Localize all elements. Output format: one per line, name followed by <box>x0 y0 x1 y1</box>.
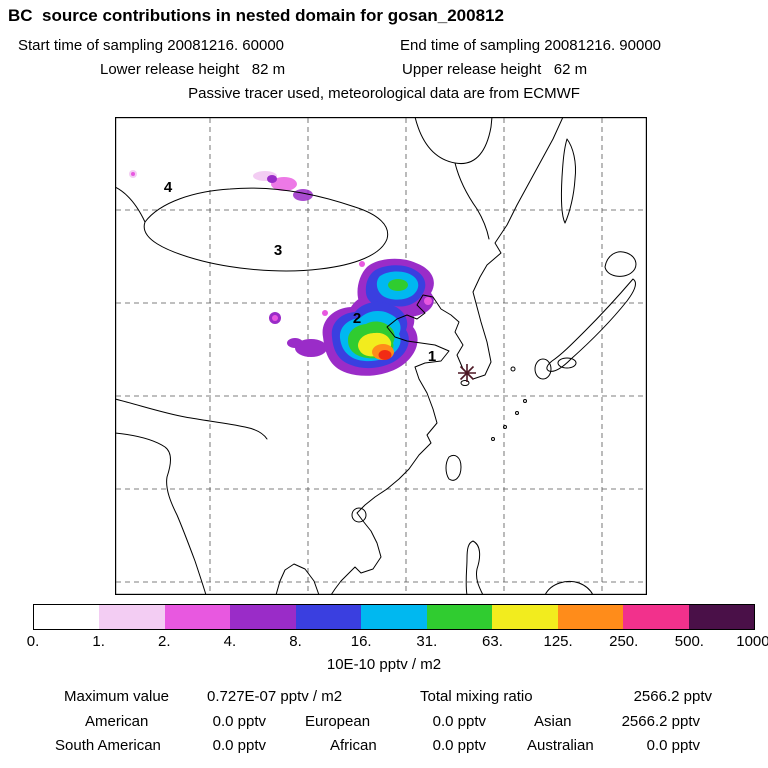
colorbar-segment <box>34 605 100 629</box>
continent-value-european: 0.0 pptv <box>432 713 486 730</box>
island-hainan <box>351 507 367 523</box>
island-hokkaido <box>604 251 637 277</box>
start-time-text: Start time of sampling 20081216. 60000 <box>18 37 285 54</box>
colorbar-tick: 16. <box>350 633 372 650</box>
colorbar-tick: 31. <box>416 633 438 650</box>
continent-value-australian: 0.0 pptv <box>646 737 700 754</box>
colorbar-ticks: 0. 1. 2. 4. 8. 16. 31. 63. 125. 250. 500. 1000. <box>27 633 768 651</box>
end-time-text: End time of sampling 20081216. 90000 <box>400 37 662 54</box>
continent-value-american: 0.0 pptv <box>212 713 266 730</box>
colorbar-tick: 4. <box>223 633 237 650</box>
colorbar-segment <box>164 605 231 629</box>
colorbar-segment <box>99 605 165 629</box>
tracer-note-text: Passive tracer used, meteorological data… <box>188 85 580 102</box>
colorbar-segment <box>230 605 296 629</box>
colorbar-tick: 250. <box>609 633 639 650</box>
border-west-link <box>114 186 146 223</box>
island-ryukyu-4 <box>491 437 495 441</box>
colorbar-tick: 63. <box>482 633 503 650</box>
colorbar-unit-label: 10E-10 pptv / m2 <box>326 656 442 673</box>
continent-label-african: African <box>330 737 377 754</box>
colorbar-tick: 500. <box>674 633 704 650</box>
island-ryukyu-3 <box>503 425 507 429</box>
colorbar-tick: 8. <box>289 633 302 650</box>
continent-label-south-american: South American <box>55 737 161 754</box>
continent-label-australian: Australian <box>527 737 594 754</box>
island-ryukyu-1 <box>523 399 527 403</box>
colorbar-tick: 2. <box>158 633 171 650</box>
receptor-star-icon <box>458 364 476 382</box>
colorbar-tick: 1. <box>92 633 105 650</box>
continent-value-african: 0.0 pptv <box>432 737 486 754</box>
region-label-1: 1 <box>428 348 436 365</box>
colorbar-segment <box>361 605 427 629</box>
map-panel: 4 3 2 1 <box>114 116 647 596</box>
island-sakhalin <box>560 138 576 224</box>
max-value-text: 0.727E-07 pptv / m2 <box>207 688 343 705</box>
region-label-4: 4 <box>164 179 173 196</box>
island-borneo <box>544 581 594 596</box>
continent-value-south-american: 0.0 pptv <box>212 737 266 754</box>
colorbar-segment <box>426 605 493 629</box>
border-himalaya <box>114 398 268 440</box>
max-value-label: Maximum value <box>64 688 170 705</box>
island-ryukyu-2 <box>515 411 519 415</box>
region-label-2: 2 <box>353 310 361 327</box>
concentration-plume <box>129 170 434 376</box>
colorbar-segment <box>688 605 754 629</box>
island-tsushima <box>510 366 516 372</box>
region-label-3: 3 <box>274 242 282 259</box>
total-mixing-label: Total mixing ratio <box>420 688 533 705</box>
island-taiwan <box>445 454 462 481</box>
island-honshu <box>546 278 636 372</box>
figure-title: BC source contributions in nested domain… <box>8 6 504 25</box>
continent-value-asian: 2566.2 pptv <box>621 713 700 730</box>
total-mixing-value: 2566.2 pptv <box>633 688 712 705</box>
coastline-bay-of-bengal <box>114 432 207 596</box>
continent-label-asian: Asian <box>534 713 572 730</box>
colorbar-segment <box>295 605 362 629</box>
border-mongolia <box>143 187 389 272</box>
region-labels: 4 3 2 1 <box>164 179 436 365</box>
colorbar-tick: 0. <box>26 633 40 650</box>
continent-label-american: American <box>85 713 149 730</box>
continent-label-european: European <box>305 713 371 730</box>
island-kyushu <box>534 358 552 380</box>
border-ussuri <box>454 162 490 240</box>
colorbar-segment <box>492 605 558 629</box>
colorbar-tick: 1000. <box>736 633 768 650</box>
coastline-gulf-of-thailand <box>275 563 320 596</box>
island-shikoku <box>557 357 577 369</box>
map-svg: 4 3 2 1 <box>114 116 647 596</box>
coastline-asia-mainland <box>330 116 564 596</box>
colorbar-segment <box>557 605 624 629</box>
colorbar-segment <box>623 605 689 629</box>
island-jeju <box>460 380 470 386</box>
lower-release-text: Lower release height 82 m <box>100 61 286 78</box>
colorbar <box>33 604 755 630</box>
upper-release-text: Upper release height 62 m <box>402 61 588 78</box>
colorbar-tick: 125. <box>543 633 573 650</box>
